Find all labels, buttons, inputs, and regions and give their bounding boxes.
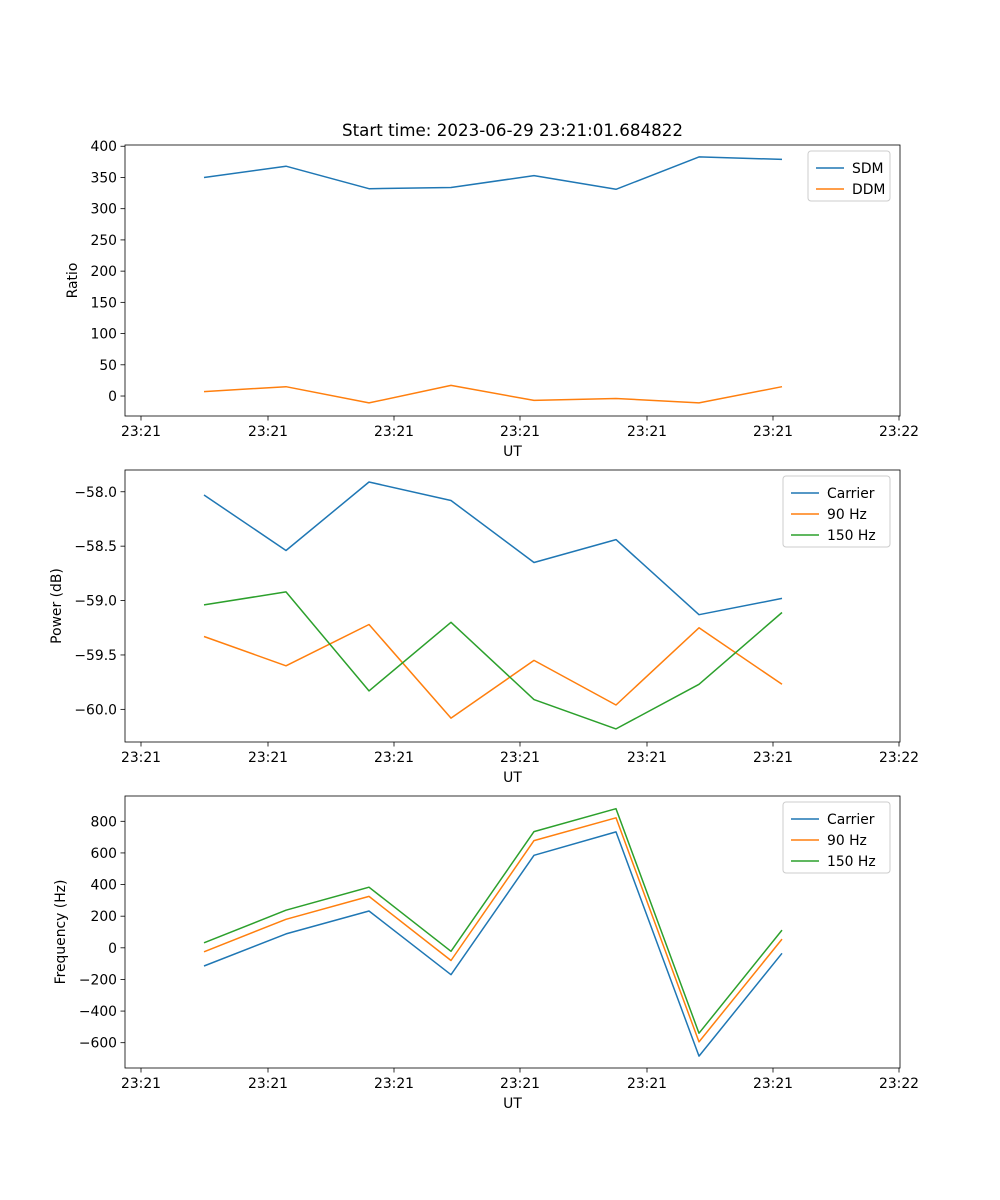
y-axis-label: Power (dB) [49, 568, 65, 644]
y-tick-label: 400 [90, 139, 117, 155]
axes-frame [124, 469, 901, 743]
legend-label: SDM [852, 161, 884, 177]
x-tick-label: 23:22 [879, 750, 919, 766]
x-tick-label: 23:21 [121, 1076, 161, 1092]
x-tick-label: 23:22 [879, 1076, 919, 1092]
series-line-sdm [203, 156, 783, 191]
x-tick-label: 23:21 [248, 750, 288, 766]
y-tick-label: 100 [90, 327, 117, 343]
x-tick-label: 23:21 [627, 424, 667, 440]
y-tick-label: 150 [90, 295, 117, 311]
x-tick-label: 23:21 [753, 424, 793, 440]
y-axis-label: Ratio [65, 263, 81, 299]
x-tick-label: 23:21 [248, 424, 288, 440]
x-tick-label: 23:21 [374, 1076, 414, 1092]
y-tick-label: −200 [79, 972, 117, 988]
legend-label: 90 Hz [827, 507, 867, 523]
y-tick-label: 0 [108, 941, 117, 957]
series-line-90-hz [203, 623, 783, 719]
legend-label: DDM [852, 182, 885, 198]
y-tick-label: −59.0 [74, 594, 117, 610]
x-tick-label: 23:21 [121, 424, 161, 440]
y-tick-label: −600 [79, 1036, 117, 1052]
x-tick-label: 23:21 [121, 750, 161, 766]
legend-label: Carrier [827, 486, 875, 502]
y-tick-label: 800 [90, 814, 117, 830]
y-tick-label: −58.0 [74, 485, 117, 501]
axes-frame [124, 795, 901, 1069]
y-tick-label: 250 [90, 233, 117, 249]
x-tick-label: 23:21 [500, 750, 540, 766]
y-tick-label: −58.5 [74, 539, 117, 555]
y-tick-label: 350 [90, 170, 117, 186]
y-tick-label: −59.5 [74, 648, 117, 664]
x-tick-label: 23:21 [500, 1076, 540, 1092]
x-tick-label: 23:21 [374, 424, 414, 440]
x-axis-label: UT [503, 1096, 522, 1112]
series-line-carrier [203, 481, 783, 616]
x-axis-label: UT [503, 770, 522, 786]
x-tick-label: 23:21 [753, 1076, 793, 1092]
y-tick-label: 600 [90, 846, 117, 862]
y-tick-label: 400 [90, 878, 117, 894]
legend-label: 150 Hz [827, 854, 876, 870]
x-tick-label: 23:21 [627, 750, 667, 766]
y-tick-label: 50 [99, 358, 117, 374]
legend-label: Carrier [827, 812, 875, 828]
x-tick-label: 23:21 [753, 750, 793, 766]
y-tick-label: −400 [79, 1004, 117, 1020]
frequency-panel: 23:21 23:21 23:21 23:21 23:21 23:21 23:22 −600 −… [53, 795, 919, 1112]
y-tick-label: 200 [90, 264, 117, 280]
y-tick-label: 0 [108, 389, 117, 405]
legend-label: 90 Hz [827, 833, 867, 849]
x-tick-label: 23:21 [500, 424, 540, 440]
legend-label: 150 Hz [827, 528, 876, 544]
power-panel: 23:21 23:21 23:21 23:21 23:21 23:21 23:22 −60.0… [49, 469, 919, 786]
y-tick-label: 300 [90, 202, 117, 218]
series-line-carrier [203, 831, 783, 1057]
x-tick-label: 23:21 [627, 1076, 667, 1092]
y-tick-label: −60.0 [74, 702, 117, 718]
ratio-panel: 23:21 23:21 23:21 23:21 23:21 23:21 23:22 0 50 10… [65, 139, 919, 460]
x-axis-label: UT [503, 444, 522, 460]
y-tick-label: 200 [90, 909, 117, 925]
figure-title: Start time: 2023-06-29 23:21:01.684822 [342, 120, 683, 140]
series-line-150-hz [203, 591, 783, 730]
y-axis-label: Frequency (Hz) [53, 880, 69, 985]
axes-frame [124, 144, 901, 417]
series-line-150-hz [203, 807, 783, 1034]
x-tick-label: 23:22 [879, 424, 919, 440]
x-tick-label: 23:21 [248, 1076, 288, 1092]
series-line-90-hz [203, 817, 783, 1043]
series-line-ddm [203, 384, 783, 404]
x-tick-label: 23:21 [374, 750, 414, 766]
